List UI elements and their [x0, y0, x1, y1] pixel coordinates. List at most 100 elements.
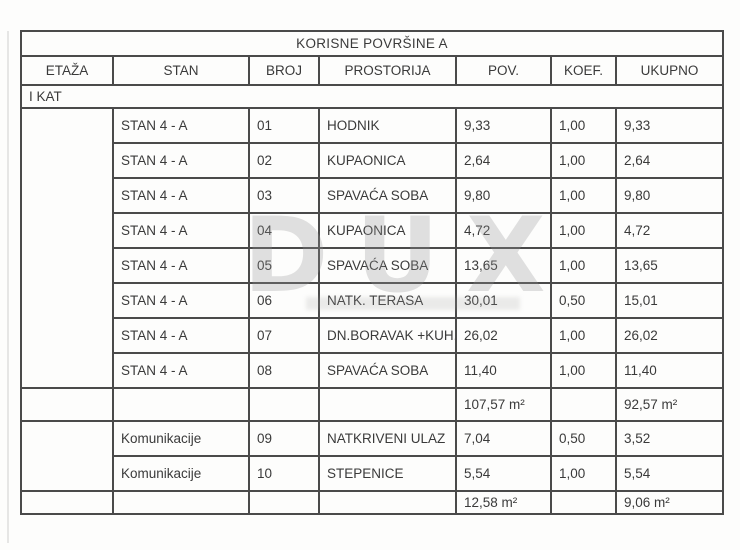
cell-broj: 07 — [248, 317, 320, 354]
cell-prostorija: SPAVAĆA SOBA — [318, 177, 457, 214]
cell-ukupno: 11,40 — [614, 352, 725, 389]
cell-ukupno: 2,64 — [614, 142, 725, 179]
section-label-ikat: I KAT — [19, 84, 725, 109]
cell-ukupno: 26,02 — [614, 317, 725, 354]
cell-koef: 1,00 — [550, 212, 617, 249]
cell-pov: 26,02 — [455, 317, 552, 354]
table-row: STAN 4 - A 04 KUPAONICA 4,72 1,00 4,72 — [21, 212, 725, 249]
table-row: STAN 4 - A 08 SPAVAĆA SOBA 11,40 1,00 11… — [21, 352, 725, 389]
table-row: STAN 4 - A 03 SPAVAĆA SOBA 9,80 1,00 9,8… — [21, 177, 725, 214]
area-table: KORISNE POVRŠINE A ETAŽA STAN BROJ PROST… — [19, 30, 725, 515]
cell-pov: 2,64 — [455, 142, 552, 179]
cell-broj: 06 — [248, 282, 320, 319]
subtotal-empty-cell — [112, 387, 250, 422]
table-row: Komunikacije 10 STEPENICE 5,54 1,00 5,54 — [21, 455, 725, 492]
cell-broj: 08 — [248, 352, 320, 389]
subtotal-empty-cell — [112, 490, 250, 515]
cell-prostorija: KUPAONICA — [318, 142, 457, 179]
cell-pov: 9,80 — [455, 177, 552, 214]
subtotal-ukupno: 92,57 m² — [614, 387, 725, 422]
cell-koef: 1,00 — [550, 107, 617, 144]
header-etaza: ETAŽA — [20, 55, 114, 86]
cell-koef: 1,00 — [550, 177, 617, 214]
cell-pov: 11,40 — [455, 352, 552, 389]
header-koef: KOEF. — [550, 55, 617, 86]
header-stan: STAN — [112, 55, 250, 86]
cell-broj: 09 — [248, 420, 320, 457]
cell-stan: STAN 4 - A — [112, 212, 250, 249]
scan-artifact-line — [7, 31, 9, 543]
cell-stan: STAN 4 - A — [112, 247, 250, 284]
subtotal-empty-cell — [550, 387, 617, 422]
cell-prostorija: NATKRIVENI ULAZ — [318, 420, 457, 457]
cell-koef: 0,50 — [550, 282, 617, 319]
cell-ukupno: 9,33 — [614, 107, 725, 144]
subtotal-ukupno: 9,06 m² — [614, 490, 725, 515]
cell-prostorija: SPAVAĆA SOBA — [318, 247, 457, 284]
cell-broj: 02 — [248, 142, 320, 179]
cell-prostorija: DN.BORAVAK +KUH. — [318, 317, 457, 354]
cell-stan: Komunikacije — [112, 420, 250, 457]
section-row: I KAT — [19, 84, 725, 109]
table-row: STAN 4 - A 05 SPAVAĆA SOBA 13,65 1,00 13… — [21, 247, 725, 284]
cell-stan: STAN 4 - A — [112, 317, 250, 354]
cell-stan: STAN 4 - A — [112, 352, 250, 389]
cell-stan: STAN 4 - A — [112, 107, 250, 144]
cell-pov: 13,65 — [455, 247, 552, 284]
cell-koef: 1,00 — [550, 142, 617, 179]
table-title-row: KORISNE POVRŠINE A — [19, 30, 725, 57]
cell-prostorija: NATK. TERASA — [318, 282, 457, 319]
cell-ukupno: 3,52 — [614, 420, 725, 457]
subtotal-empty-cell — [20, 490, 114, 515]
cell-ukupno: 9,80 — [614, 177, 725, 214]
subtotal-row: 12,58 m² 9,06 m² — [20, 490, 725, 515]
cell-pov: 7,04 — [455, 420, 552, 457]
subtotal-empty-cell — [20, 387, 114, 422]
cell-pov: 30,01 — [455, 282, 552, 319]
table-header-row: ETAŽA STAN BROJ PROSTORIJA POV. KOEF. UK… — [20, 55, 725, 86]
subtotal-empty-cell — [318, 387, 457, 422]
subtotal-empty-cell — [248, 387, 320, 422]
cell-koef: 1,00 — [550, 247, 617, 284]
cell-stan: STAN 4 - A — [112, 282, 250, 319]
subtotal-pov: 107,57 m² — [455, 387, 552, 422]
subtotal-empty-cell — [550, 490, 617, 515]
cell-broj: 03 — [248, 177, 320, 214]
cell-koef: 1,00 — [550, 352, 617, 389]
cell-stan: STAN 4 - A — [112, 177, 250, 214]
subtotal-empty-cell — [248, 490, 320, 515]
cell-koef: 1,00 — [550, 317, 617, 354]
table-row: STAN 4 - A 06 NATK. TERASA 30,01 0,50 15… — [21, 282, 725, 319]
subtotal-empty-cell — [318, 490, 457, 515]
cell-koef: 0,50 — [550, 420, 617, 457]
cell-koef: 1,00 — [550, 455, 617, 492]
header-broj: BROJ — [248, 55, 320, 86]
header-ukupno: UKUPNO — [614, 55, 725, 86]
cell-broj: 10 — [248, 455, 320, 492]
table-row: Komunikacije 09 NATKRIVENI ULAZ 7,04 0,5… — [20, 420, 725, 492]
cell-stan: STAN 4 - A — [112, 142, 250, 179]
cell-prostorija: HODNIK — [318, 107, 457, 144]
table-row: STAN 4 - A 02 KUPAONICA 2,64 1,00 2,64 — [21, 142, 725, 179]
cell-broj: 01 — [248, 107, 320, 144]
table-title: KORISNE POVRŠINE A — [19, 30, 725, 57]
cell-broj: 05 — [248, 247, 320, 284]
cell-prostorija: SPAVAĆA SOBA — [318, 352, 457, 389]
cell-etaza-merged — [20, 420, 114, 492]
subtotal-row: 107,57 m² 92,57 m² — [20, 387, 725, 422]
cell-pov: 4,72 — [455, 212, 552, 249]
cell-ukupno: 4,72 — [614, 212, 725, 249]
cell-ukupno: 15,01 — [614, 282, 725, 319]
table-row: STAN 4 - A 01 HODNIK 9,33 1,00 9,33 — [20, 107, 725, 389]
cell-ukupno: 13,65 — [614, 247, 725, 284]
cell-ukupno: 5,54 — [614, 455, 725, 492]
cell-broj: 04 — [248, 212, 320, 249]
header-prostorija: PROSTORIJA — [318, 55, 457, 86]
cell-prostorija: KUPAONICA — [318, 212, 457, 249]
cell-prostorija: STEPENICE — [318, 455, 457, 492]
header-pov: POV. — [455, 55, 552, 86]
cell-stan: Komunikacije — [112, 455, 250, 492]
cell-pov: 5,54 — [455, 455, 552, 492]
table-row: STAN 4 - A 07 DN.BORAVAK +KUH. 26,02 1,0… — [21, 317, 725, 354]
